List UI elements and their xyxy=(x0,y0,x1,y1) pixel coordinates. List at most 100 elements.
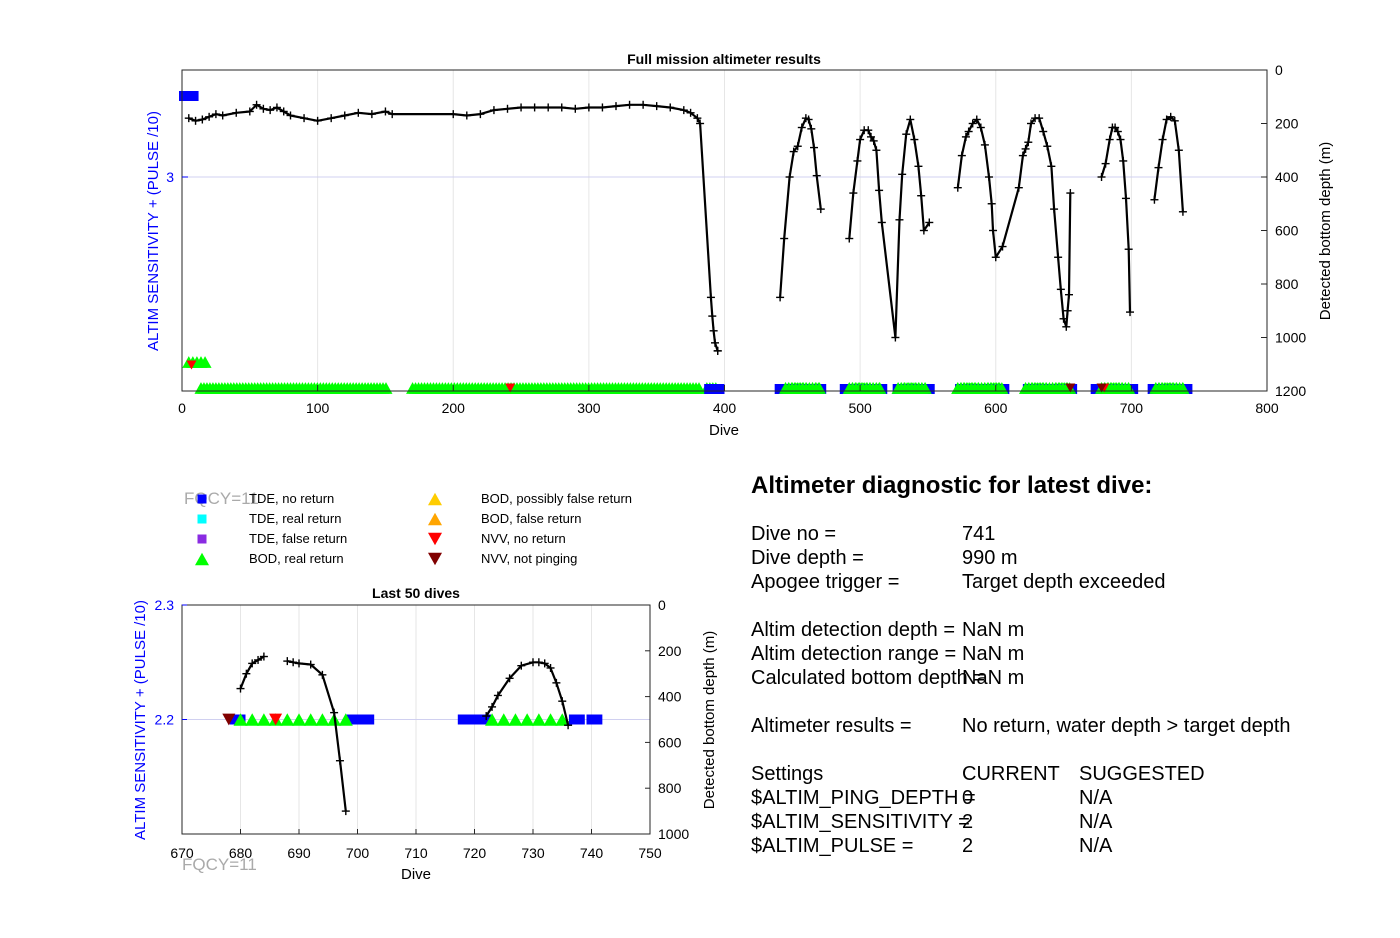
setting-label-1: $ALTIM_SENSITIVITY = xyxy=(751,811,970,833)
top-depth-point xyxy=(891,333,900,342)
top-depth-point xyxy=(639,100,648,109)
top-depth-point xyxy=(696,119,705,128)
top-depth-point xyxy=(530,103,539,112)
top-depth-point xyxy=(872,146,881,155)
bottom-xtick-label-670: 670 xyxy=(170,845,194,861)
bottom-depth-line-a-point xyxy=(242,669,251,678)
top-depth-point xyxy=(1066,189,1075,198)
bottom-tde-marker xyxy=(475,714,486,725)
top-depth-point xyxy=(184,114,193,123)
bottom-nvv-no-return xyxy=(269,713,283,726)
diagnostic-value-1: 990 m xyxy=(962,547,1018,569)
bottom-right-y-label: Detected bottom depth (m) xyxy=(701,631,718,809)
setting-label-2: $ALTIM_PULSE = xyxy=(751,835,913,857)
diagnostic-value-6: No return, water depth > target depth xyxy=(962,715,1291,737)
top-depth-point xyxy=(198,115,207,124)
top-depth-point xyxy=(1018,151,1027,160)
top-depth-point xyxy=(252,100,261,109)
legend-bod-possibly-false-return-marker xyxy=(428,492,442,506)
bottom-depth-line-b-point xyxy=(295,659,303,668)
top-ytick-label-200: 200 xyxy=(1275,116,1299,132)
bottom-fqcy-label: FQCY=11 xyxy=(182,855,257,874)
legend-nvv-no-return-marker xyxy=(428,532,442,546)
bottom-ytick-label-200: 200 xyxy=(658,643,682,659)
diagnostic-title: Altimeter diagnostic for latest dive: xyxy=(751,472,1152,499)
top-depth-point xyxy=(917,191,926,200)
bottom-bod-marker xyxy=(280,713,295,726)
top-depth-point xyxy=(232,108,241,117)
diagnostic-label-5: Calculated bottom depth = xyxy=(751,667,985,689)
bottom-bod-marker xyxy=(256,713,271,726)
top-depth-point xyxy=(557,103,566,112)
bottom-left-ytick-label-2.2: 2.2 xyxy=(155,712,175,728)
top-depth-point xyxy=(489,106,498,115)
diagnostic-value-5: NaN m xyxy=(962,667,1024,689)
bottom-bod-marker xyxy=(508,713,523,726)
bottom-depth-line-c-point xyxy=(505,674,514,683)
bottom-ytick-label-800: 800 xyxy=(658,780,682,796)
top-depth-point xyxy=(957,151,966,160)
bottom-depth-line-c-point xyxy=(540,659,549,668)
bottom-left-ytick-label-2.3: 2.3 xyxy=(155,597,175,613)
top-xtick-label-300: 300 xyxy=(577,400,601,416)
legend-tde-false-return-marker xyxy=(197,534,207,544)
bottom-bod-marker xyxy=(338,713,353,726)
diagnostic-label-4: Altim detection range = xyxy=(751,643,956,665)
top-depth-point xyxy=(1166,112,1175,121)
legend: FQCY=11 TDE, no return TDE, real return TD… xyxy=(184,489,632,566)
top-depth-line-3 xyxy=(956,117,1072,328)
top-depth-point xyxy=(1039,127,1048,136)
top-xtick-label-500: 500 xyxy=(848,400,872,416)
bottom-xtick-label-750: 750 xyxy=(638,845,662,861)
top-left-ytick-label-3: 3 xyxy=(166,169,174,185)
bottom-right-y-axis: 0 200 400 600 800 1000 xyxy=(645,597,689,842)
setting-suggested-0: N/A xyxy=(1079,787,1113,809)
top-depth-point xyxy=(1158,135,1167,144)
top-depth-point xyxy=(1111,123,1120,132)
top-depth-point xyxy=(875,186,884,195)
top-depth-point xyxy=(919,226,928,235)
top-depth-point xyxy=(816,205,825,214)
bottom-bod-marker xyxy=(315,713,330,726)
setting-suggested-2: N/A xyxy=(1079,835,1113,857)
bottom-chart-data xyxy=(222,652,603,816)
last-50-dives-chart: Last 50 dives 670 680 690 700 710 720 730 740 75… xyxy=(132,585,718,883)
bottom-tde-marker xyxy=(568,714,579,725)
top-ytick-label-400: 400 xyxy=(1275,169,1299,185)
top-xtick-label-700: 700 xyxy=(1120,400,1144,416)
top-depth-point xyxy=(612,102,620,111)
bottom-nvv-not-pinging xyxy=(222,713,236,726)
bottom-depth-line-a-point xyxy=(248,659,257,668)
top-depth-point xyxy=(462,111,471,120)
top-nvv-no-return xyxy=(505,383,516,393)
bottom-bod-marker xyxy=(543,713,558,726)
top-depth-point xyxy=(968,119,977,128)
top-depth-point xyxy=(686,108,695,117)
bottom-left-y-label: ALTIM SENSITIVITY + (PULSE /10) xyxy=(132,600,149,840)
top-depth-point xyxy=(679,106,688,115)
top-depth-point xyxy=(906,115,915,124)
top-x-axis: 0 100 200 300 400 500 600 700 800 xyxy=(178,385,1279,416)
full-mission-chart: Full mission altimeter results 0 100 200 30… xyxy=(145,51,1334,439)
top-depth-point xyxy=(693,114,702,123)
top-depth-point xyxy=(961,132,970,141)
bottom-tde-marker xyxy=(469,714,480,725)
bottom-xtick-label-720: 720 xyxy=(463,845,487,861)
top-depth-point xyxy=(713,346,722,355)
top-depth-point xyxy=(625,100,634,109)
top-depth-point xyxy=(980,140,989,149)
top-bod-early xyxy=(198,356,212,368)
legend-tde-false-return-label: TDE, false return xyxy=(249,531,347,546)
bottom-bod-marker xyxy=(303,713,318,726)
top-nvv-no-return xyxy=(186,360,197,370)
top-depth-point xyxy=(1024,138,1033,147)
legend-nvv-not-pinging-label: NVV, not pinging xyxy=(481,551,577,566)
top-right-y-label: Detected bottom depth (m) xyxy=(1317,142,1334,320)
top-depth-point xyxy=(245,107,254,116)
top-depth-line-2 xyxy=(848,118,931,339)
top-xtick-label-400: 400 xyxy=(713,400,737,416)
bottom-bod-marker xyxy=(245,713,260,726)
top-depth-point xyxy=(991,253,1000,262)
settings-header-suggested: SUGGESTED xyxy=(1079,763,1205,785)
top-depth-point xyxy=(866,132,875,141)
